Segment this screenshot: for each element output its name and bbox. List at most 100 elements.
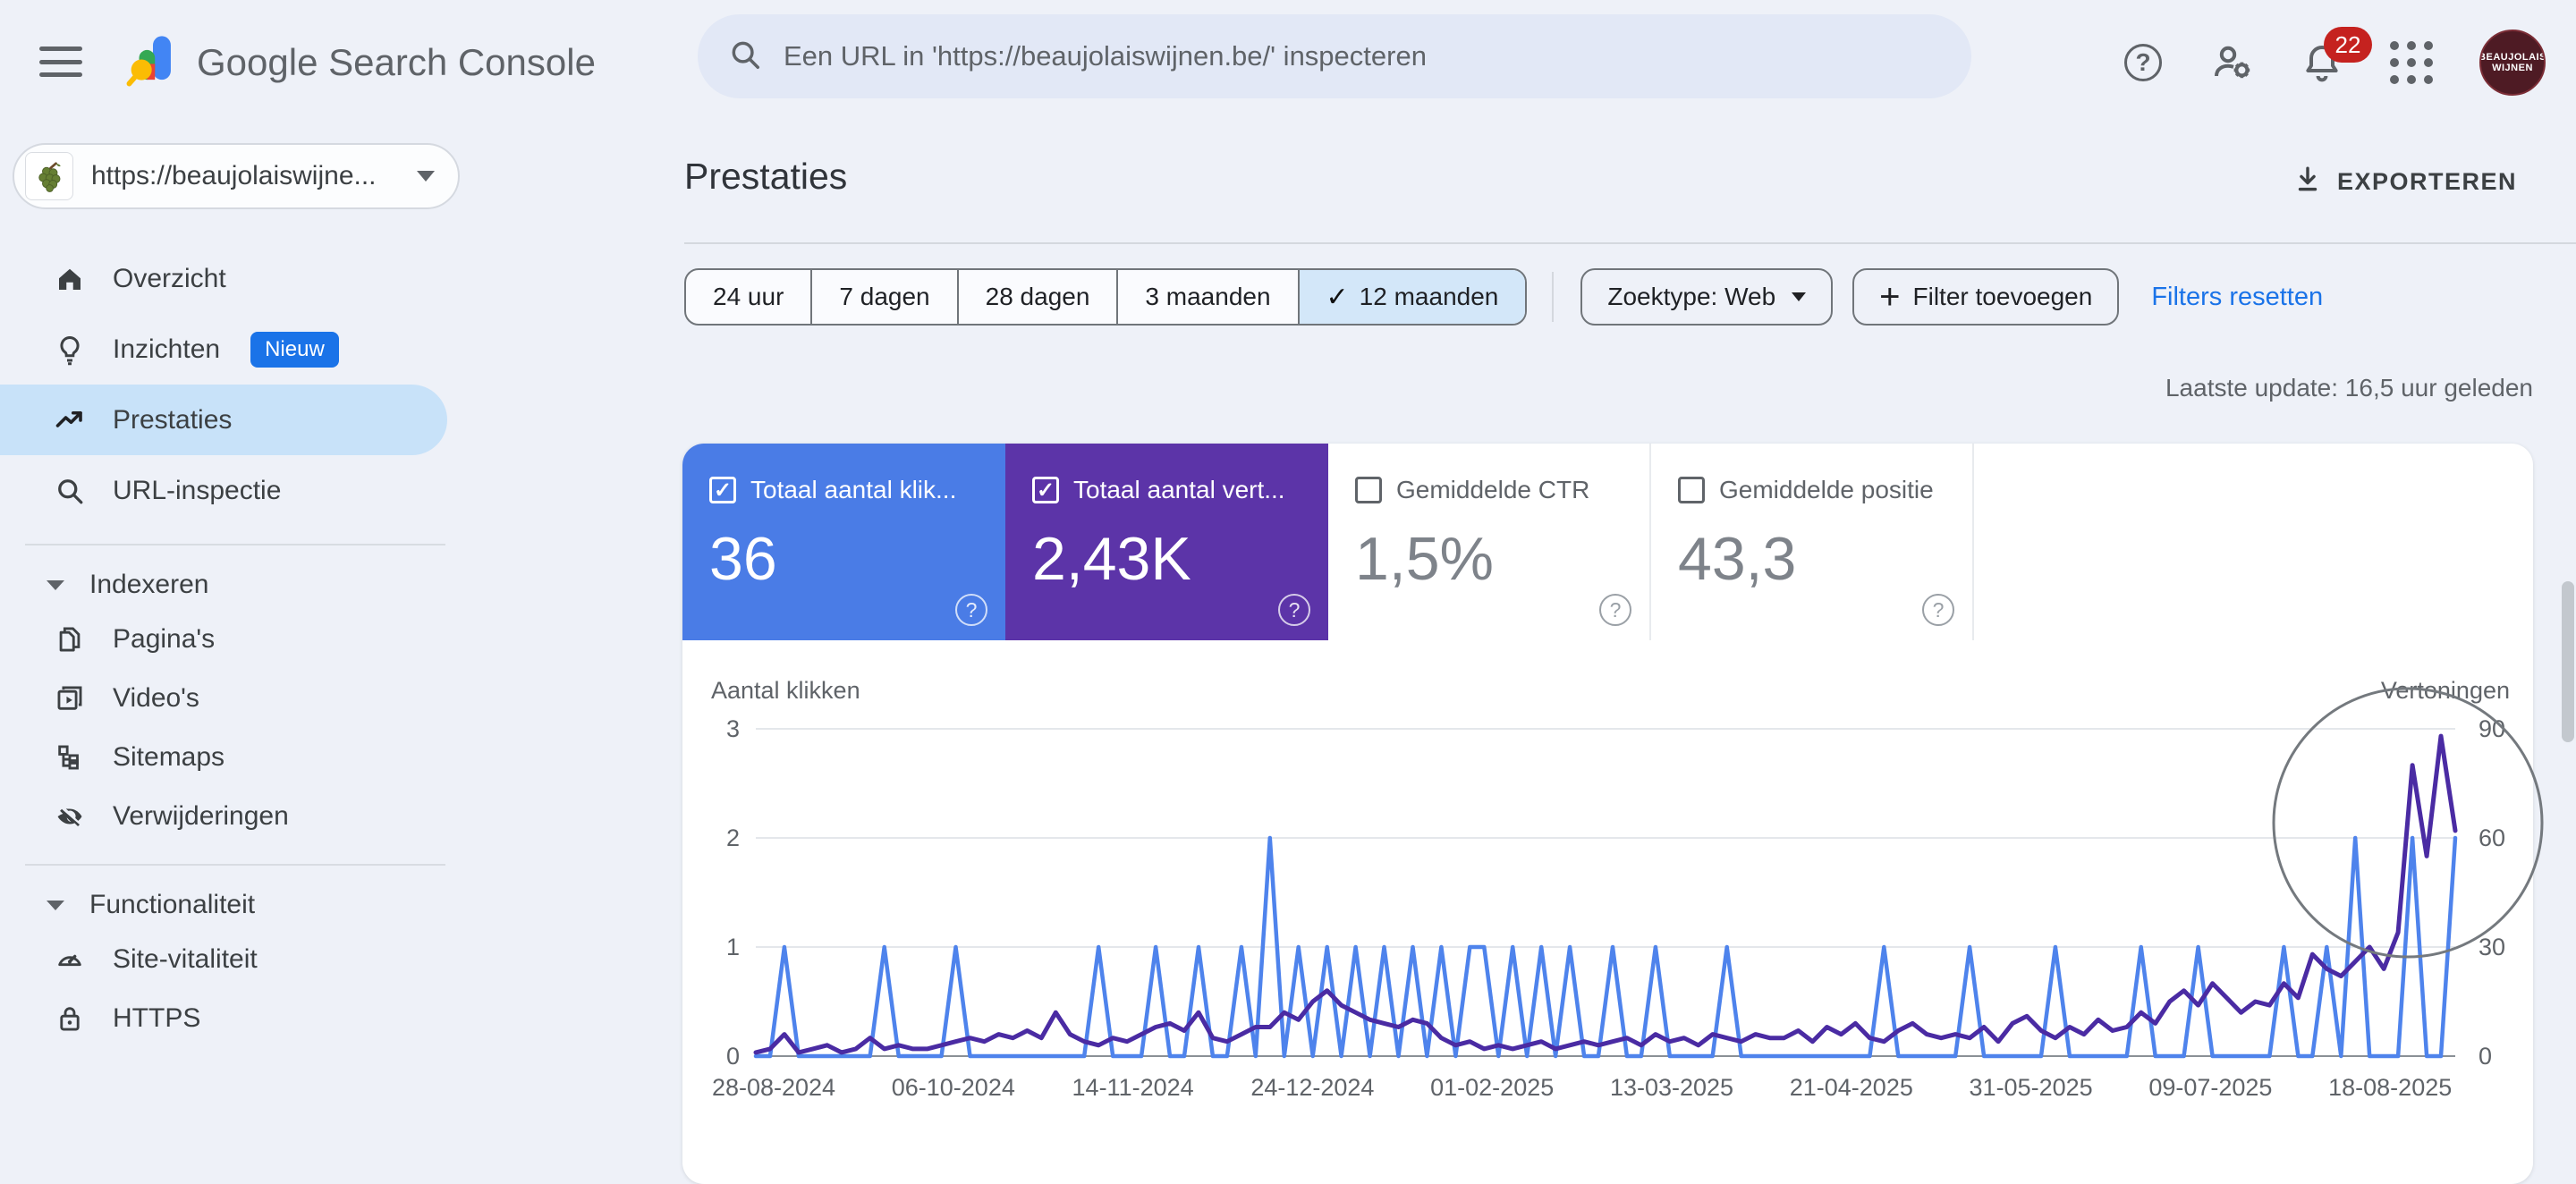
sidebar-item-paginas[interactable]: Pagina's [0, 610, 472, 669]
product-name: Google Search Console [197, 41, 596, 84]
svg-text:60: 60 [2479, 825, 2505, 851]
svg-text:13-03-2025: 13-03-2025 [1610, 1074, 1733, 1101]
top-header: Google Search Console ? [0, 0, 2576, 125]
sidebar-divider [25, 864, 445, 866]
google-search-console-app: Google Search Console ? [0, 0, 2576, 1166]
metric-tiles: Totaal aantal klik... 36 ? Totaal aantal… [682, 444, 2533, 640]
svg-text:18-08-2025: 18-08-2025 [2328, 1074, 2452, 1101]
sidebar-item-videos[interactable]: Video's [0, 669, 472, 728]
header-actions: ? 22 [2122, 0, 2546, 125]
filter-bar: 24 uur 7 dagen 28 dagen 3 maanden 12 maa… [684, 268, 2323, 326]
pages-icon [54, 623, 86, 655]
notification-badge: 22 [2324, 27, 2372, 63]
checkbox-checked-icon[interactable] [709, 477, 736, 503]
svg-text:0: 0 [726, 1043, 740, 1070]
search-type-dropdown[interactable]: Zoektype: Web [1580, 268, 1833, 326]
sidebar-item-sitemaps[interactable]: Sitemaps [0, 728, 472, 787]
chevron-down-icon [417, 171, 435, 182]
svg-text:24-12-2024: 24-12-2024 [1250, 1074, 1374, 1101]
checkbox-checked-icon[interactable] [1032, 477, 1059, 503]
svg-text:2: 2 [726, 825, 740, 851]
user-settings-icon[interactable] [2211, 41, 2254, 84]
section-functionaliteit[interactable]: Functionaliteit [0, 880, 472, 930]
svg-text:28-08-2024: 28-08-2024 [712, 1074, 835, 1101]
range-7-dagen[interactable]: 7 dagen [812, 270, 958, 324]
url-inspect-input[interactable] [784, 40, 1941, 72]
metric-value: 36 [709, 524, 980, 594]
trending-up-icon [54, 404, 86, 436]
property-selector[interactable]: https://beaujolaiswijne... [13, 143, 460, 209]
main-content: Prestaties EXPORTEREN 24 uur 7 dagen 28 … [472, 125, 2576, 1166]
metric-value: 2,43K [1032, 524, 1303, 594]
sidebar-item-inzichten[interactable]: Inzichten Nieuw [0, 314, 472, 385]
sidebar-item-url-inspectie[interactable]: URL-inspectie [0, 455, 472, 526]
add-filter-button[interactable]: Filter toevoegen [1852, 268, 2119, 326]
metric-value: 1,5% [1355, 524, 1624, 594]
metric-tile-position[interactable]: Gemiddelde positie 43,3 ? [1651, 444, 1974, 640]
metric-value: 43,3 [1678, 524, 1947, 594]
svg-text:09-07-2025: 09-07-2025 [2148, 1074, 2272, 1101]
page-title: Prestaties [684, 156, 847, 198]
help-icon[interactable]: ? [1599, 594, 1631, 626]
lock-icon [54, 1002, 86, 1035]
svg-text:21-04-2025: 21-04-2025 [1790, 1074, 1913, 1101]
sidebar-item-https[interactable]: HTTPS [0, 989, 472, 1048]
divider [1552, 272, 1554, 322]
menu-icon[interactable] [39, 47, 82, 77]
performance-card: Totaal aantal klik... 36 ? Totaal aantal… [682, 444, 2533, 1184]
export-button[interactable]: EXPORTEREN [2292, 165, 2517, 199]
scrollbar-thumb[interactable] [2562, 581, 2574, 742]
url-inspect-searchbar[interactable] [698, 14, 1971, 98]
sidebar-item-overzicht[interactable]: Overzicht [0, 243, 472, 314]
divider [684, 242, 2576, 244]
check-icon [1326, 282, 1349, 313]
video-icon [54, 682, 86, 715]
svg-text:Vertoningen: Vertoningen [2381, 677, 2510, 704]
metric-tile-impressions[interactable]: Totaal aantal vert... 2,43K ? [1005, 444, 1328, 640]
svg-text:0: 0 [2479, 1043, 2492, 1070]
app-logo[interactable]: Google Search Console [125, 32, 596, 92]
help-icon[interactable]: ? [1922, 594, 1954, 626]
home-icon [54, 263, 86, 295]
sitemap-icon [54, 741, 86, 774]
performance-chart[interactable]: 00130260390Aantal klikkenVertoningen28-0… [682, 640, 2533, 1166]
range-3-maanden[interactable]: 3 maanden [1118, 270, 1299, 324]
svg-text:31-05-2025: 31-05-2025 [1970, 1074, 2093, 1101]
bell-icon[interactable]: 22 [2301, 41, 2343, 84]
checkbox-unchecked-icon[interactable] [1355, 477, 1382, 503]
help-icon[interactable]: ? [955, 594, 987, 626]
help-icon[interactable]: ? [2122, 41, 2165, 84]
search-console-logo-icon [125, 32, 181, 92]
sidebar-nav: Overzicht Inzichten Nieuw [0, 243, 472, 1048]
chevron-down-icon [47, 901, 64, 910]
grapes-favicon [25, 152, 73, 200]
svg-text:06-10-2024: 06-10-2024 [892, 1074, 1015, 1101]
reset-filters-link[interactable]: Filters resetten [2151, 283, 2323, 312]
range-24-uur[interactable]: 24 uur [686, 270, 812, 324]
chevron-down-icon [47, 580, 64, 590]
visibility-off-icon [54, 800, 86, 833]
section-indexeren[interactable]: Indexeren [0, 560, 472, 610]
svg-text:Aantal klikken: Aantal klikken [711, 677, 860, 704]
search-icon [728, 38, 762, 76]
nieuw-badge: Nieuw [250, 332, 339, 368]
metric-tile-clicks[interactable]: Totaal aantal klik... 36 ? [682, 444, 1005, 640]
range-28-dagen[interactable]: 28 dagen [959, 270, 1119, 324]
svg-text:30: 30 [2479, 934, 2505, 960]
svg-text:3: 3 [726, 715, 740, 742]
metric-tile-ctr[interactable]: Gemiddelde CTR 1,5% ? [1328, 444, 1651, 640]
avatar[interactable]: BEAUJOLAIS WIJNEN [2479, 30, 2546, 96]
checkbox-unchecked-icon[interactable] [1678, 477, 1705, 503]
svg-text:14-11-2024: 14-11-2024 [1072, 1074, 1194, 1101]
range-12-maanden[interactable]: 12 maanden [1300, 270, 1526, 324]
magnifier-icon [54, 475, 86, 507]
sidebar-item-site-vitaliteit[interactable]: Site-vitaliteit [0, 930, 472, 989]
speed-gauge-icon [54, 943, 86, 976]
apps-grid-icon[interactable] [2390, 41, 2433, 84]
help-icon[interactable]: ? [1278, 594, 1310, 626]
sidebar-item-prestaties[interactable]: Prestaties [0, 385, 447, 455]
sidebar-divider [25, 544, 445, 545]
sidebar-item-verwijderingen[interactable]: Verwijderingen [0, 787, 472, 846]
date-range-control: 24 uur 7 dagen 28 dagen 3 maanden 12 maa… [684, 268, 1527, 326]
svg-text:01-02-2025: 01-02-2025 [1430, 1074, 1554, 1101]
